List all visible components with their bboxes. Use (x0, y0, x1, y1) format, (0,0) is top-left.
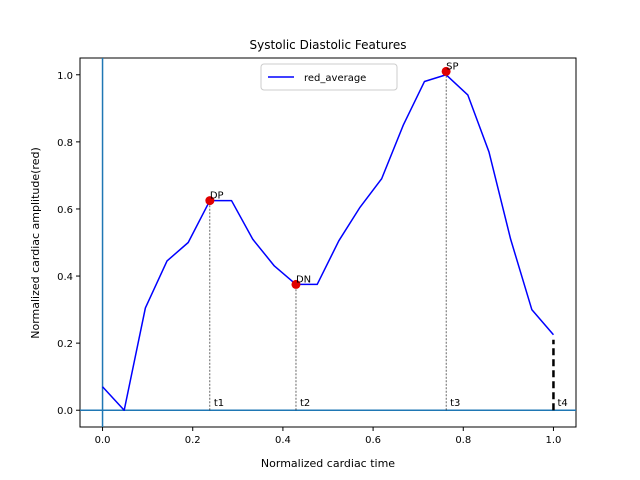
x-tick-label: 0.6 (365, 435, 381, 446)
time-marker-label: t1 (214, 398, 224, 409)
time-marker-label: t2 (300, 398, 310, 409)
x-tick-label: 1.0 (546, 435, 562, 446)
time-marker-label: t3 (450, 398, 460, 409)
axes-frame (79, 57, 577, 428)
y-tick-label: 0.2 (57, 339, 73, 350)
y-tick-label: 0.0 (57, 406, 73, 417)
feature-point-sp (441, 66, 451, 76)
feature-point-dn (291, 279, 301, 289)
x-tick-label: 0.4 (275, 435, 291, 446)
series-line-red_average (101, 74, 555, 411)
x-tick-label: 0.0 (95, 435, 111, 446)
y-tick-label: 0.6 (57, 205, 73, 216)
x-tick-label: 0.2 (185, 435, 201, 446)
y-tick-label: 1.0 (57, 71, 73, 82)
feature-point-label: SP (446, 61, 458, 72)
y-tick-label: 0.8 (57, 138, 73, 149)
chart-title: Systolic Diastolic Features (249, 38, 406, 52)
legend-label: red_average (304, 73, 366, 84)
feature-point-dp (205, 196, 215, 206)
feature-point-label: DP (210, 191, 224, 202)
feature-point-label: DN (296, 274, 311, 285)
x-axis-label: Normalized cardiac time (261, 457, 395, 470)
legend-box (260, 63, 398, 91)
plot-area: 0.0 0.2 0.4 0.6 0.8 1.0 0.0 0.2 0.4 0.6 0.8 1.0 t1 t2… (57, 57, 577, 446)
time-marker-label: t4 (557, 398, 567, 409)
x-tick-label: 0.8 (455, 435, 471, 446)
y-tick-label: 0.4 (57, 272, 73, 283)
y-axis-label: Normalized cardiac amplitude(red) (29, 147, 42, 339)
